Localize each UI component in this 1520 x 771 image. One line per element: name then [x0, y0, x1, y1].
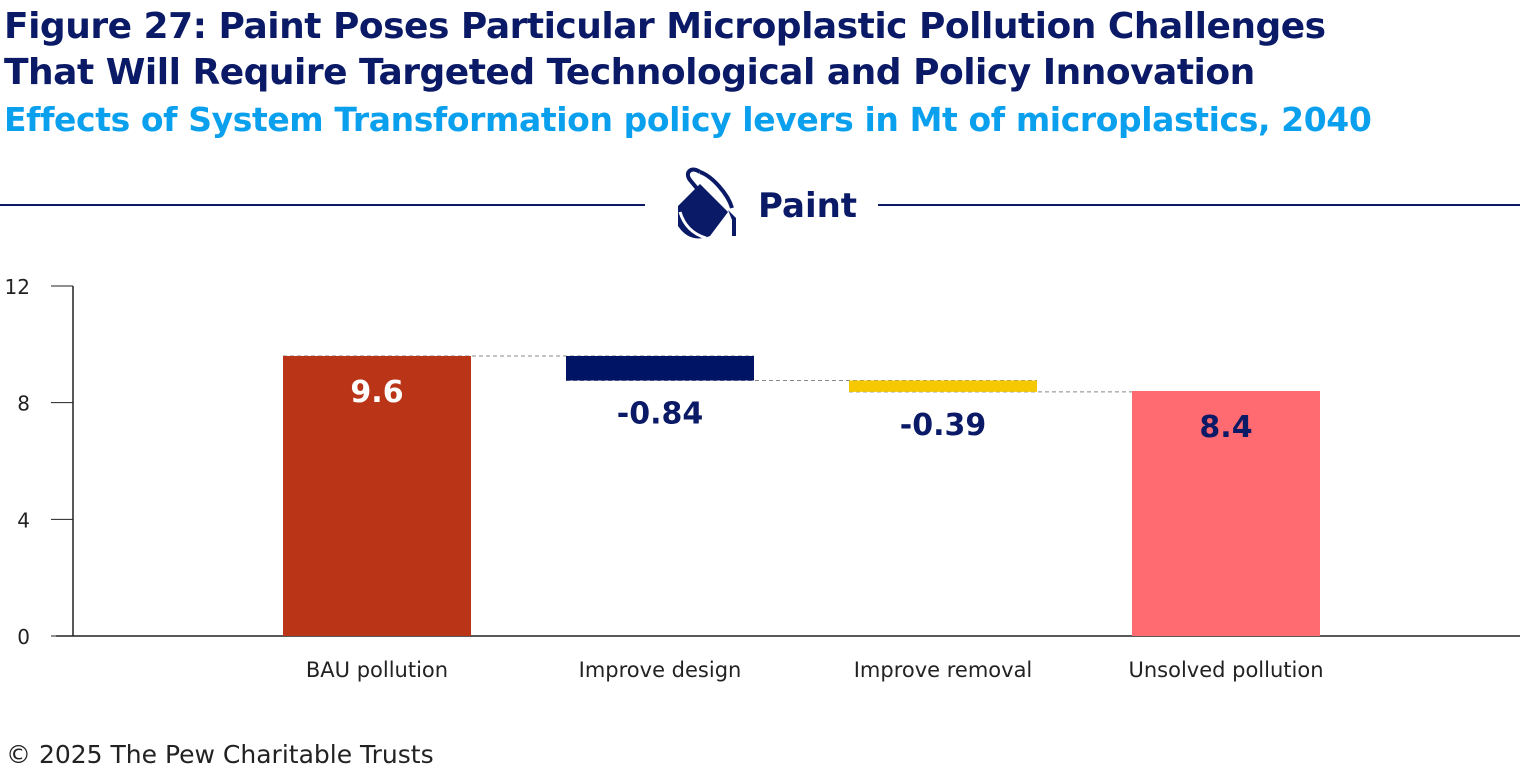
data-label: -0.39 — [900, 408, 986, 443]
y-tick-label: 8 — [17, 392, 30, 416]
chart-title: Figure 27: Paint Poses Particular Microp… — [4, 4, 1326, 96]
data-label: -0.84 — [617, 397, 703, 432]
bar-improve-removal — [849, 380, 1037, 392]
category-label: Improve design — [579, 658, 742, 682]
data-label: 8.4 — [1199, 410, 1252, 445]
y-tick-label: 12 — [5, 275, 30, 299]
divider-right — [878, 204, 1520, 206]
bar-unsolved-pollution — [1132, 391, 1320, 636]
y-tick-label: 0 — [17, 625, 30, 649]
title-line-2: That Will Require Targeted Technological… — [4, 52, 1255, 93]
paint-bucket-icon — [678, 167, 736, 240]
title-line-1: Figure 27: Paint Poses Particular Microp… — [4, 6, 1326, 47]
divider-left — [0, 204, 645, 206]
section-label: Paint — [758, 186, 858, 226]
data-label: 9.6 — [350, 375, 403, 410]
category-label: Improve removal — [854, 658, 1033, 682]
bar-bau-pollution — [283, 356, 471, 636]
copyright: © 2025 The Pew Charitable Trusts — [6, 740, 434, 769]
y-tick-label: 4 — [17, 508, 30, 532]
category-label: BAU pollution — [306, 658, 448, 682]
category-label: Unsolved pollution — [1128, 658, 1323, 682]
chart-subtitle: Effects of System Transformation policy … — [4, 100, 1372, 139]
bar-improve-design — [566, 356, 754, 381]
